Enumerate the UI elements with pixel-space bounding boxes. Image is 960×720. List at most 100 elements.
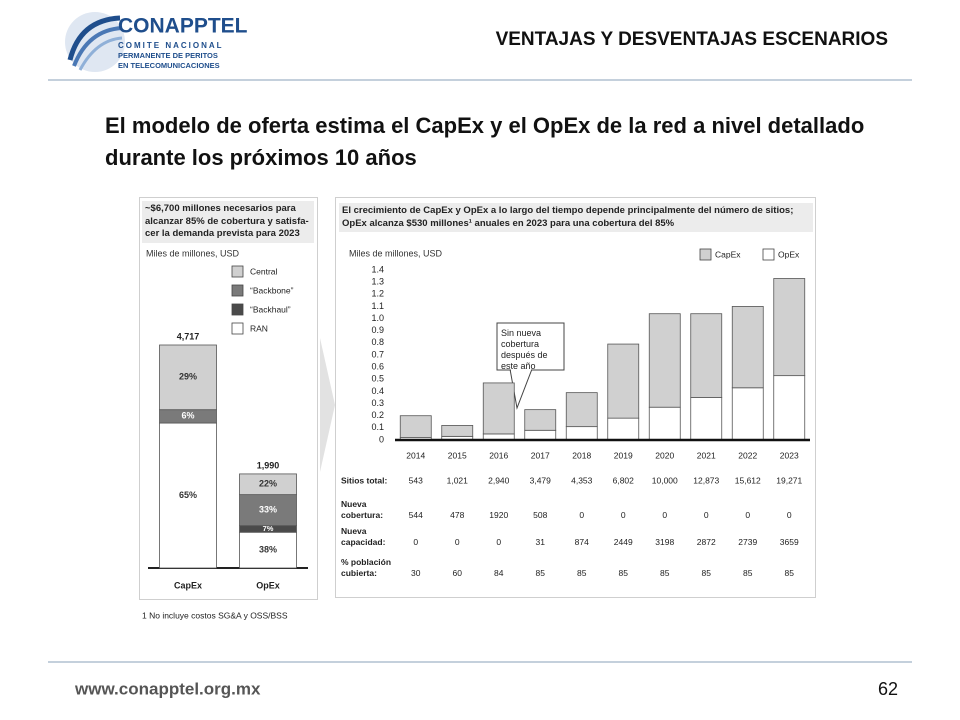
legend-swatch bbox=[231, 265, 244, 278]
y-tick-label: 0.3 bbox=[371, 398, 384, 408]
legend-swatch bbox=[231, 303, 244, 316]
table-cell: 2449 bbox=[614, 537, 633, 547]
bar-segment bbox=[773, 278, 806, 377]
bar-segment bbox=[648, 313, 681, 408]
bar-segment bbox=[482, 382, 515, 435]
y-tick-label: 1.2 bbox=[371, 289, 384, 299]
bar-segment bbox=[607, 343, 640, 419]
y-tick-label: 0.2 bbox=[371, 410, 384, 420]
table-cell: 12,873 bbox=[693, 475, 719, 485]
legend-label: RAN bbox=[250, 323, 268, 333]
table-cell: 0 bbox=[413, 537, 418, 547]
table-cell: 2872 bbox=[697, 537, 716, 547]
row-label: Sitios total: bbox=[341, 475, 387, 485]
y-tick-label: 0.6 bbox=[371, 362, 384, 372]
row-label: cubierta: bbox=[341, 568, 377, 578]
table-cell: 85 bbox=[536, 568, 546, 578]
footnote: 1 No incluye costos SG&A y OSS/BSS bbox=[142, 610, 288, 620]
chart-title: El crecimiento de CapEx y OpEx a lo larg… bbox=[339, 203, 813, 232]
data-label: 65% bbox=[179, 490, 197, 500]
x-tick-label: 2022 bbox=[738, 450, 757, 460]
legend-swatch bbox=[699, 248, 712, 261]
legend-swatch bbox=[762, 248, 775, 261]
bar-segment bbox=[159, 344, 217, 411]
table-cell: 30 bbox=[411, 568, 421, 578]
bar-segment bbox=[648, 406, 681, 441]
x-tick-label: 2017 bbox=[531, 450, 550, 460]
table-cell: 10,000 bbox=[652, 475, 678, 485]
bar-segment bbox=[731, 387, 764, 441]
x-tick-label: 2018 bbox=[572, 450, 591, 460]
page-number: 62 bbox=[878, 679, 898, 699]
table-cell: 85 bbox=[577, 568, 587, 578]
legend-swatch bbox=[231, 322, 244, 335]
bar-segment bbox=[524, 409, 557, 431]
left-panel bbox=[139, 197, 318, 600]
y-tick-label: 0.8 bbox=[371, 337, 384, 347]
right-panel bbox=[335, 197, 816, 598]
chevron bbox=[320, 338, 335, 472]
slide-title: VENTAJAS Y DESVENTAJAS ESCENARIOS bbox=[496, 29, 888, 50]
table-cell: 6,802 bbox=[613, 475, 635, 485]
table-cell: 2739 bbox=[738, 537, 757, 547]
legend-label: CapEx bbox=[715, 249, 741, 259]
x-tick-label: 2021 bbox=[697, 450, 716, 460]
row-label: % población bbox=[341, 557, 391, 567]
x-tick-label: 2014 bbox=[406, 450, 425, 460]
legend-label: “Backbone” bbox=[250, 285, 294, 295]
row-label: capacidad: bbox=[341, 537, 386, 547]
table-cell: 85 bbox=[660, 568, 670, 578]
x-tick-label: OpEx bbox=[256, 580, 280, 590]
legend-label: “Backhaul” bbox=[250, 304, 291, 314]
footer-url: www.conapptel.org.mx bbox=[74, 679, 261, 698]
y-tick-label: 1.0 bbox=[371, 313, 384, 323]
total-label: 4,717 bbox=[177, 331, 200, 341]
table-cell: 85 bbox=[702, 568, 712, 578]
table-cell: 1,021 bbox=[447, 475, 469, 485]
y-tick-label: 0.9 bbox=[371, 325, 384, 335]
bar-segment bbox=[239, 494, 297, 527]
data-label: 38% bbox=[259, 545, 277, 555]
y-tick-label: 0 bbox=[379, 434, 384, 444]
bar-segment bbox=[399, 415, 432, 438]
callout bbox=[496, 322, 565, 410]
x-tick-label: 2020 bbox=[655, 450, 674, 460]
table-cell: 0 bbox=[745, 510, 750, 520]
data-label: 33% bbox=[259, 505, 277, 515]
table-cell: 85 bbox=[743, 568, 753, 578]
heading: El modelo de oferta estima el CapEx y el… bbox=[105, 113, 865, 170]
x-tick-label: 2016 bbox=[489, 450, 508, 460]
table-cell: 0 bbox=[455, 537, 460, 547]
legend-swatch bbox=[231, 284, 244, 297]
bar-segment bbox=[565, 426, 598, 441]
total-label: 1,990 bbox=[257, 460, 280, 470]
table-cell: 85 bbox=[619, 568, 629, 578]
table-cell: 3659 bbox=[780, 537, 799, 547]
legend-label: OpEx bbox=[778, 249, 800, 259]
table-cell: 2,940 bbox=[488, 475, 510, 485]
x-tick-label: 2023 bbox=[780, 450, 799, 460]
x-tick-label: 2015 bbox=[448, 450, 467, 460]
chart-subtitle: Miles de millones, USD bbox=[146, 248, 240, 258]
table-cell: 31 bbox=[536, 537, 546, 547]
logo-line: PERMANENTE DE PERITOS bbox=[118, 51, 218, 60]
y-tick-label: 0.4 bbox=[371, 386, 384, 396]
bar-segment bbox=[690, 313, 723, 398]
table-cell: 508 bbox=[533, 510, 547, 520]
table-cell: 85 bbox=[785, 568, 795, 578]
row-label: Nueva bbox=[341, 526, 367, 536]
table-cell: 1920 bbox=[489, 510, 508, 520]
table-cell: 15,612 bbox=[735, 475, 761, 485]
table-cell: 0 bbox=[621, 510, 626, 520]
bar-segment bbox=[607, 417, 640, 441]
table-cell: 84 bbox=[494, 568, 504, 578]
annotation: Sin nueva cobertura después de este año bbox=[501, 328, 548, 371]
y-tick-label: 0.5 bbox=[371, 374, 384, 384]
legend-label: Central bbox=[250, 266, 278, 276]
table-cell: 0 bbox=[496, 537, 501, 547]
bar-segment bbox=[159, 422, 217, 569]
x-tick-label: 2019 bbox=[614, 450, 633, 460]
bar-segment bbox=[524, 429, 557, 441]
